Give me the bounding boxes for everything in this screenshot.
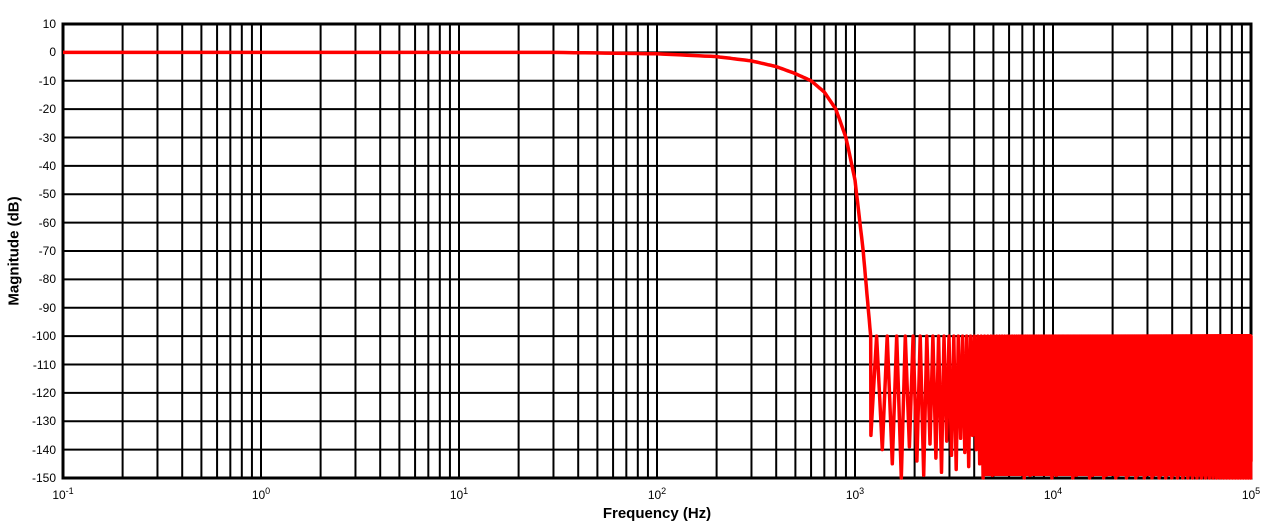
- y-tick-label: -100: [31, 329, 56, 344]
- y-tick-label: -60: [38, 215, 56, 230]
- y-tick-label: -140: [31, 442, 56, 457]
- y-tick-label: -130: [31, 414, 56, 429]
- y-tick-label: -30: [38, 130, 56, 145]
- y-tick-label: 10: [42, 17, 56, 31]
- x-tick-label: 101: [449, 486, 469, 502]
- y-tick-label: 0: [49, 45, 56, 60]
- y-tick-label: -20: [38, 102, 56, 117]
- x-axis-title: Frequency (Hz): [602, 505, 712, 522]
- y-tick-label: -10: [38, 73, 56, 88]
- y-tick-label: -150: [31, 471, 56, 485]
- x-tick-label: 10-1: [52, 486, 74, 502]
- x-tick-label: 105: [1241, 486, 1261, 502]
- x-tick-label: 103: [845, 486, 865, 502]
- y-axis-title: Magnitude (dB): [5, 196, 23, 306]
- y-tick-label: -110: [32, 357, 56, 372]
- y-tick-label: -80: [38, 272, 56, 287]
- x-tick-label: 100: [251, 486, 271, 502]
- y-tick-label: -50: [38, 187, 56, 202]
- y-tick-label: -40: [38, 158, 56, 173]
- x-tick-label: 104: [1043, 486, 1063, 502]
- plot-frame: [61, 22, 1253, 480]
- magnitude-curve: [63, 50, 1253, 480]
- y-tick-label: -70: [38, 244, 56, 258]
- y-tick-label: -90: [38, 300, 56, 315]
- y-tick-label: -120: [31, 385, 56, 400]
- x-tick-label: 102: [647, 486, 667, 502]
